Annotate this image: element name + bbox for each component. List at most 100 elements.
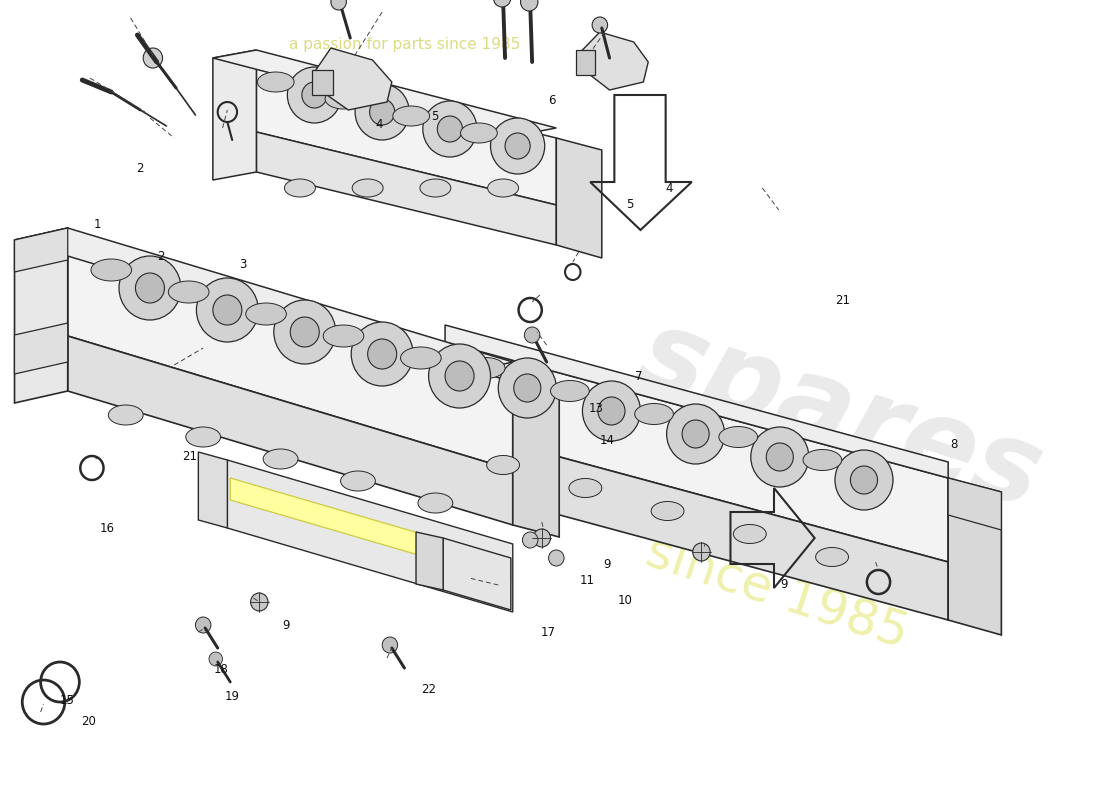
Circle shape — [429, 344, 491, 408]
Circle shape — [251, 593, 268, 611]
Ellipse shape — [734, 525, 767, 543]
Ellipse shape — [635, 403, 673, 425]
Circle shape — [767, 443, 793, 471]
Text: 19: 19 — [224, 690, 240, 702]
Polygon shape — [213, 50, 256, 180]
Circle shape — [422, 101, 477, 157]
Ellipse shape — [651, 502, 684, 521]
Polygon shape — [513, 382, 559, 537]
Circle shape — [438, 116, 462, 142]
Text: 5: 5 — [626, 198, 634, 210]
Polygon shape — [68, 336, 513, 525]
Ellipse shape — [91, 259, 132, 281]
Circle shape — [143, 48, 163, 68]
Circle shape — [213, 295, 242, 325]
Circle shape — [850, 466, 878, 494]
Circle shape — [667, 404, 725, 464]
Circle shape — [582, 381, 640, 441]
Circle shape — [370, 99, 395, 125]
Ellipse shape — [418, 493, 453, 513]
Circle shape — [491, 118, 544, 174]
Circle shape — [505, 133, 530, 159]
Text: 17: 17 — [540, 626, 556, 638]
Polygon shape — [230, 478, 510, 582]
Text: 13: 13 — [588, 402, 604, 414]
Circle shape — [351, 322, 414, 386]
Text: 9: 9 — [282, 619, 289, 632]
Circle shape — [522, 532, 538, 548]
Polygon shape — [14, 228, 513, 374]
Text: 10: 10 — [617, 594, 632, 606]
Ellipse shape — [487, 179, 518, 197]
Text: 1: 1 — [94, 218, 101, 230]
Text: since 1985: since 1985 — [640, 527, 914, 657]
Text: a passion for parts since 1985: a passion for parts since 1985 — [289, 37, 520, 51]
Text: 9: 9 — [604, 558, 611, 570]
Ellipse shape — [326, 89, 362, 109]
Circle shape — [598, 397, 625, 425]
Ellipse shape — [803, 450, 842, 470]
Circle shape — [290, 317, 319, 347]
Ellipse shape — [186, 427, 221, 447]
Polygon shape — [446, 342, 948, 562]
Text: spares: spares — [626, 301, 1056, 531]
Circle shape — [693, 543, 711, 561]
Circle shape — [196, 617, 211, 633]
Text: 20: 20 — [81, 715, 96, 728]
Ellipse shape — [461, 123, 497, 143]
Text: 4: 4 — [666, 182, 673, 194]
Circle shape — [534, 529, 550, 547]
Text: 8: 8 — [950, 438, 958, 450]
Text: 5: 5 — [431, 110, 439, 122]
Polygon shape — [198, 452, 228, 528]
Circle shape — [549, 550, 564, 566]
Ellipse shape — [263, 449, 298, 469]
Ellipse shape — [550, 381, 590, 402]
Polygon shape — [575, 50, 595, 75]
Polygon shape — [416, 532, 443, 590]
Ellipse shape — [257, 72, 294, 92]
Polygon shape — [14, 228, 68, 403]
Circle shape — [355, 84, 409, 140]
Text: 9: 9 — [780, 578, 788, 590]
Text: 15: 15 — [59, 694, 75, 706]
Circle shape — [287, 67, 341, 123]
Ellipse shape — [352, 179, 383, 197]
Ellipse shape — [245, 303, 286, 325]
Text: 2: 2 — [157, 250, 165, 262]
Ellipse shape — [341, 471, 375, 491]
Polygon shape — [443, 538, 510, 610]
Text: 4: 4 — [375, 118, 383, 130]
Ellipse shape — [569, 478, 602, 498]
Polygon shape — [256, 132, 557, 245]
Polygon shape — [446, 426, 948, 620]
Polygon shape — [557, 138, 602, 258]
Ellipse shape — [285, 179, 316, 197]
Polygon shape — [14, 323, 68, 374]
Text: 6: 6 — [548, 94, 556, 106]
Ellipse shape — [400, 347, 441, 369]
Circle shape — [135, 273, 165, 303]
Circle shape — [446, 361, 474, 391]
Polygon shape — [315, 48, 392, 110]
Text: 21: 21 — [182, 450, 197, 462]
Circle shape — [682, 420, 710, 448]
Ellipse shape — [109, 405, 143, 425]
Ellipse shape — [466, 358, 505, 378]
Circle shape — [367, 339, 397, 369]
Circle shape — [209, 652, 222, 666]
Circle shape — [119, 256, 180, 320]
Text: 11: 11 — [580, 574, 595, 586]
Circle shape — [274, 300, 336, 364]
Text: 7: 7 — [636, 370, 642, 382]
Polygon shape — [948, 478, 1001, 635]
Polygon shape — [581, 32, 648, 90]
Circle shape — [331, 0, 346, 10]
Circle shape — [197, 278, 258, 342]
Ellipse shape — [719, 426, 758, 447]
Ellipse shape — [393, 106, 430, 126]
Circle shape — [514, 374, 541, 402]
Text: 22: 22 — [421, 683, 437, 696]
Circle shape — [382, 637, 397, 653]
Ellipse shape — [486, 455, 519, 474]
